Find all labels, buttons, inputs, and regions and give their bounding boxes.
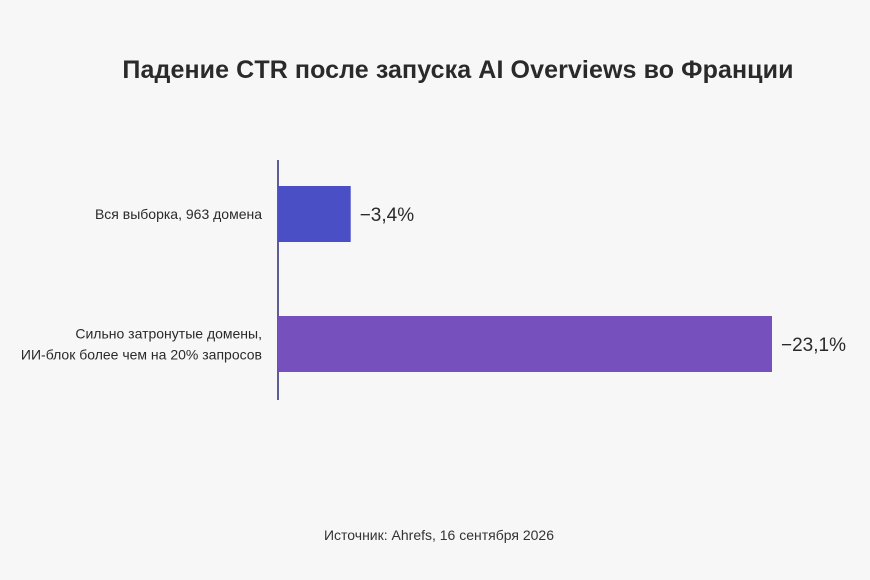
value-label-0: −3,4% (360, 205, 415, 226)
category-label-0-0: Вся выборка, 963 домена (95, 206, 262, 222)
bars-layer: −3,4% Вся выборка, 963 домена −23,1% Сильно… (21, 186, 846, 372)
category-label-1-1: ИИ-блок более чем на 20% запросов (21, 347, 262, 363)
source-note: Источник: Ahrefs, 16 сентября 2026 (323, 527, 555, 543)
category-label-1-0: Сильно затронутые домены, (75, 326, 262, 342)
chart-title: Падение CTR после запуска AI Overviews в… (122, 56, 794, 84)
bar-1 (278, 316, 772, 372)
bar-0 (278, 186, 351, 242)
value-label-1: −23,1% (781, 335, 846, 356)
